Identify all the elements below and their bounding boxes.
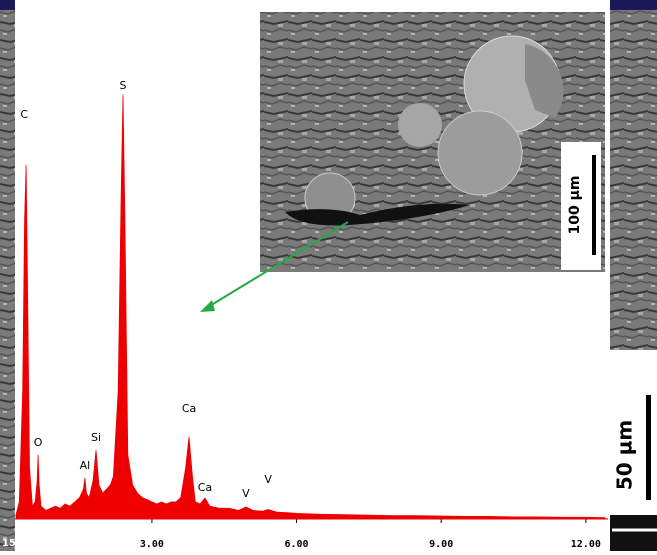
x-tick-label: 6.00 — [285, 539, 309, 550]
main-scale-label: 50 µm — [613, 420, 637, 490]
peak-label: V — [242, 487, 250, 500]
page: 50 µm 15 100 µm 3.00 6.00 9.00 12.00 C S O Al Si… — [0, 0, 657, 551]
chart: 50 µm 15 100 µm 3.00 6.00 9.00 12.00 C S O Al Si… — [0, 0, 657, 551]
x-tick-label: 3.00 — [140, 539, 164, 550]
x-tick-label: 9.00 — [429, 539, 453, 550]
peak-label: V — [264, 473, 272, 486]
main-scale-bar — [646, 395, 651, 500]
peak-label: Ca — [182, 402, 196, 415]
peak-label: C — [20, 108, 28, 121]
inset-scale-bar — [592, 155, 596, 255]
inset-scale-label: 100 µm — [567, 176, 583, 235]
peak-label: Ca — [198, 481, 212, 494]
corner-dark — [610, 515, 657, 551]
corner-label: 15 — [2, 538, 16, 549]
peak-label: O — [34, 436, 43, 449]
x-tick-label: 12.00 — [571, 539, 601, 550]
cell — [398, 103, 442, 147]
inset-image: 100 µm — [260, 12, 605, 272]
peak-label: Si — [91, 431, 101, 444]
peak-label: Al — [80, 459, 91, 472]
cell — [438, 111, 522, 195]
peak-label: S — [120, 79, 127, 92]
